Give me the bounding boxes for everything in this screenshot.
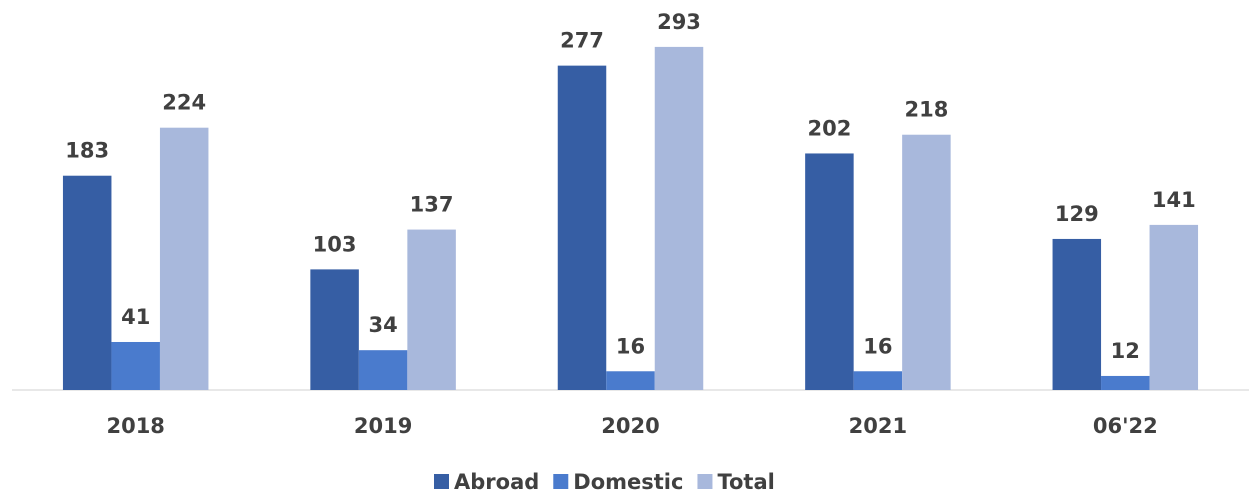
data-label: 41: [121, 305, 150, 329]
legend-swatch: [697, 474, 713, 489]
bar: [902, 134, 951, 390]
bar: [1101, 375, 1150, 390]
data-label: 12: [1111, 339, 1140, 363]
bar: [310, 269, 359, 390]
x-tick-label: 2018: [106, 414, 164, 438]
bar: [654, 46, 704, 390]
data-label: 16: [863, 334, 892, 358]
data-label: 202: [807, 116, 851, 140]
legend-swatch: [434, 474, 449, 489]
legend-label: Total: [717, 470, 774, 494]
x-tick-label: 2019: [354, 414, 412, 438]
data-label: 224: [162, 91, 206, 115]
legend-label: Domestic: [573, 470, 683, 494]
data-label: 103: [313, 232, 357, 256]
x-tick-label: 2021: [849, 414, 907, 438]
bar: [62, 175, 112, 390]
data-label: 137: [410, 193, 454, 217]
data-label: 34: [368, 313, 397, 337]
bar: [853, 371, 903, 390]
data-label: 129: [1055, 202, 1099, 226]
bar: [111, 341, 160, 390]
bar: [159, 127, 209, 391]
x-tick-label: 2020: [601, 414, 659, 438]
bar: [557, 65, 607, 391]
data-label: 218: [904, 98, 948, 122]
data-label: 293: [657, 10, 701, 34]
x-tick-label: 06'22: [1093, 414, 1158, 438]
data-label: 16: [616, 334, 645, 358]
data-label: 183: [65, 139, 109, 163]
bar: [407, 229, 456, 390]
data-label: 277: [560, 29, 604, 53]
bar: [358, 350, 408, 390]
bar: [606, 371, 655, 390]
bar: [1052, 238, 1102, 390]
legend-swatch: [553, 474, 569, 489]
legend-label: Abroad: [454, 470, 539, 494]
data-label: 141: [1152, 188, 1196, 212]
bar: [1149, 224, 1199, 390]
bar: [805, 153, 854, 390]
